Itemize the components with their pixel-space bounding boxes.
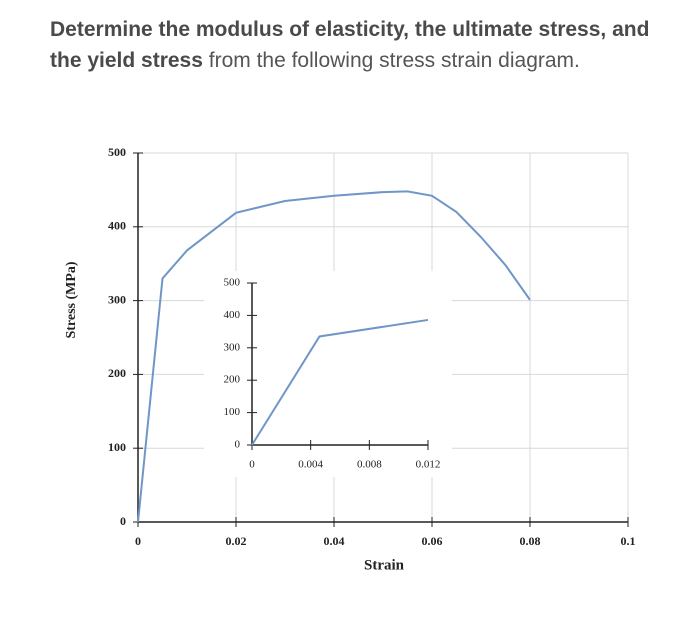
y-tick-label: 500 [108, 145, 126, 159]
y-tick-label: 300 [108, 292, 126, 306]
data-line [251, 318, 429, 446]
y-tick-label: 0 [120, 514, 126, 528]
y-tick-label: 0 [235, 439, 241, 451]
y-axis-label: Stress (MPa) [64, 261, 79, 338]
x-tick-label: 0 [249, 459, 255, 471]
x-tick-label: 0.008 [357, 459, 382, 471]
y-tick-label: 400 [108, 219, 126, 233]
x-tick-label: 0.012 [416, 459, 441, 471]
y-tick-label: 400 [224, 309, 241, 321]
x-tick-label: 0 [135, 534, 141, 548]
inset-background [204, 271, 452, 477]
x-tick-label: 0.04 [324, 534, 345, 548]
y-tick-label: 200 [224, 374, 241, 386]
question-bold: Determine the modulus of elasticity, the… [50, 18, 650, 72]
x-axis-label: Strain [364, 557, 405, 573]
x-tick-label: 0.1 [621, 534, 636, 548]
y-tick-label: 500 [224, 277, 241, 289]
y-tick-label: 300 [224, 341, 241, 353]
x-tick-label: 0.08 [520, 534, 541, 548]
y-tick-label: 200 [108, 366, 126, 380]
y-tick-label: 100 [224, 406, 241, 418]
question-rest: from the following stress strain diagram… [202, 49, 580, 72]
y-tick-label: 100 [108, 440, 126, 454]
x-tick-label: 0.06 [422, 534, 443, 548]
x-tick-label: 0.004 [298, 459, 323, 471]
question: Determine the modulus of elasticity, the… [50, 14, 660, 76]
x-tick-label: 0.02 [226, 534, 247, 548]
data-line [137, 190, 531, 523]
